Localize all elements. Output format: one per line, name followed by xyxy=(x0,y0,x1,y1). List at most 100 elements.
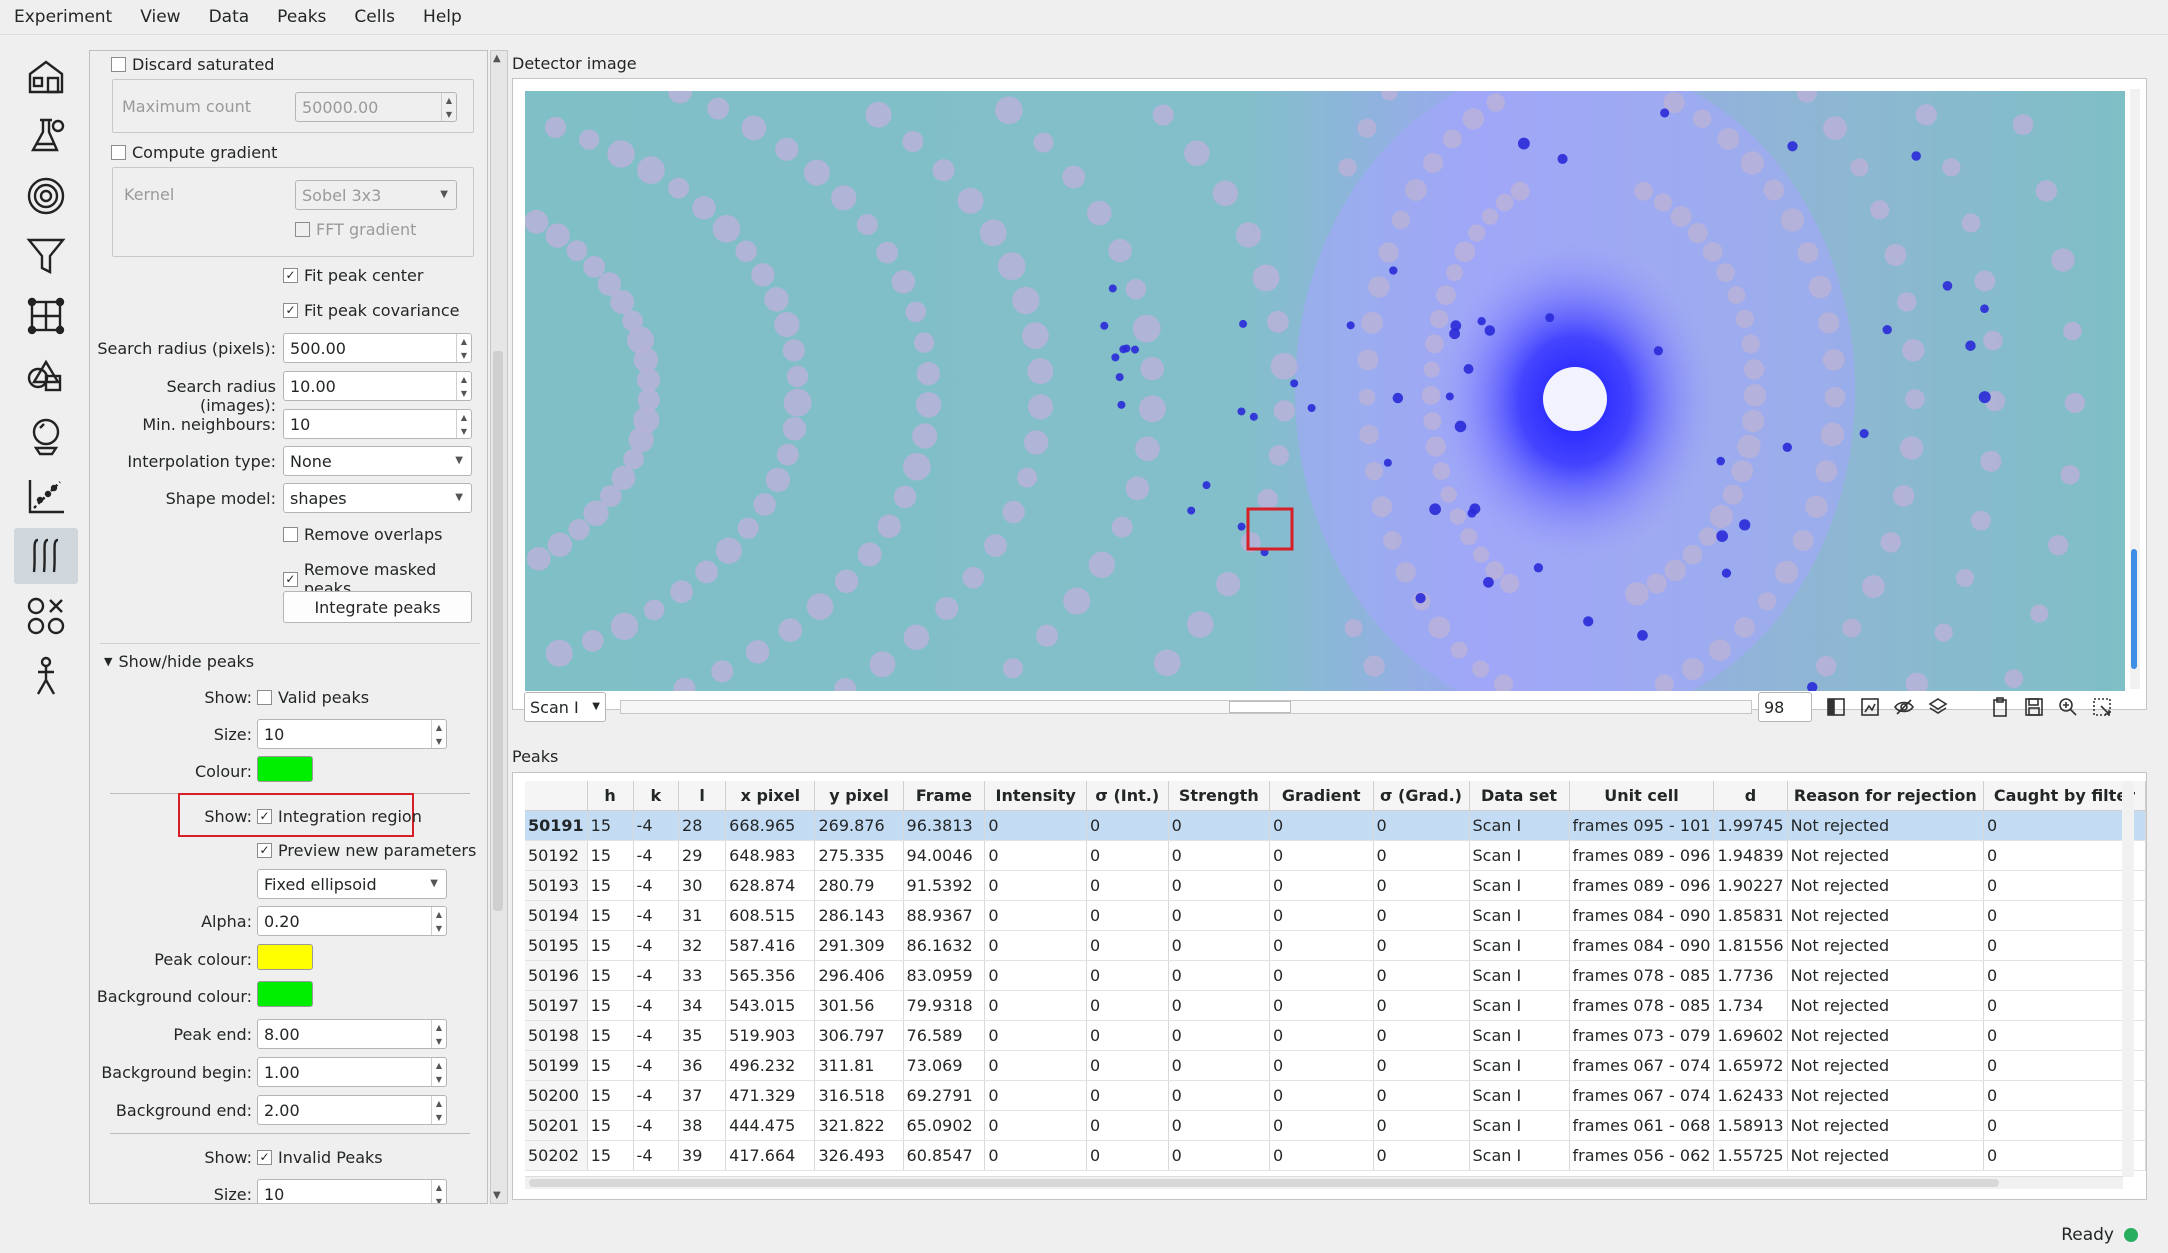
table-cell[interactable]: 91.5392 xyxy=(903,870,986,901)
table-cell[interactable]: 1.99745 xyxy=(1713,810,1788,841)
table-cell[interactable]: 306.797 xyxy=(814,1020,904,1051)
row-id[interactable]: 50194 xyxy=(525,900,588,931)
slider-handle[interactable] xyxy=(1229,701,1291,713)
toggle-image-view-button[interactable] xyxy=(1856,694,1884,720)
spin-arrows[interactable]: ▲ ▼ xyxy=(456,410,471,438)
table-cell[interactable]: 0 xyxy=(984,960,1087,991)
table-cell[interactable]: Scan I xyxy=(1469,1110,1570,1141)
spin-arrows[interactable]: ▲ ▼ xyxy=(431,907,446,935)
table-cell[interactable]: 73.069 xyxy=(903,1050,986,1081)
table-cell[interactable]: 65.0902 xyxy=(903,1110,986,1141)
table-cell[interactable]: 15 xyxy=(587,1080,634,1111)
row-id[interactable]: 50191 xyxy=(525,810,588,841)
row-id[interactable]: 50198 xyxy=(525,1020,588,1051)
search-radius-px-input[interactable]: 500.00 ▲ ▼ xyxy=(283,333,472,363)
table-cell[interactable]: Not rejected xyxy=(1787,1050,1984,1081)
table-cell[interactable]: 15 xyxy=(587,930,634,961)
row-id[interactable]: 50201 xyxy=(525,1110,588,1141)
zoom-button[interactable] xyxy=(2054,694,2082,720)
table-cell[interactable]: -4 xyxy=(633,840,680,871)
table-cell[interactable]: 0 xyxy=(1983,900,2147,931)
table-cell[interactable]: -4 xyxy=(633,1080,680,1111)
tool-indexer[interactable] xyxy=(14,288,78,344)
invalid-peaks-checkbox[interactable]: ✓ Invalid Peaks xyxy=(257,1148,383,1167)
table-cell[interactable]: 0 xyxy=(1269,1080,1374,1111)
toggle-left-view-button[interactable] xyxy=(1822,694,1850,720)
fit-peak-covariance-checkbox[interactable]: ✓ Fit peak covariance xyxy=(283,301,459,320)
kernel-select[interactable]: Sobel 3x3 ▼ xyxy=(295,180,457,210)
column-header[interactable]: h xyxy=(587,781,634,811)
scan-select[interactable]: Scan I ▼ xyxy=(524,692,606,722)
table-cell[interactable]: 565.356 xyxy=(725,960,816,991)
table-cell[interactable]: 0 xyxy=(1983,810,2147,841)
table-cell[interactable]: 28 xyxy=(678,810,727,841)
save-button[interactable] xyxy=(2020,694,2048,720)
tool-shapes[interactable] xyxy=(14,348,78,404)
table-cell[interactable]: 0 xyxy=(984,900,1087,931)
table-cell[interactable]: 15 xyxy=(587,1140,634,1171)
table-cell[interactable]: 0 xyxy=(1983,1050,2147,1081)
table-cell[interactable]: 0 xyxy=(1168,1080,1271,1111)
table-cell[interactable]: 0 xyxy=(984,870,1087,901)
table-cell[interactable]: 0 xyxy=(1168,1110,1271,1141)
table-cell[interactable]: 94.0046 xyxy=(903,840,986,871)
table-row[interactable]: 50194 15 -4 31 608.515 286.143 88.9367 0 0 0 0 0 Sca… xyxy=(525,900,2147,931)
table-cell[interactable]: 0 xyxy=(1168,900,1271,931)
table-cell[interactable]: 0 xyxy=(1168,1050,1271,1081)
showhide-header[interactable]: ▼ Show/hide peaks xyxy=(104,652,254,671)
table-cell[interactable]: 0 xyxy=(1086,1020,1169,1051)
spin-arrows[interactable]: ▲ ▼ xyxy=(431,1096,446,1124)
peak-colour-swatch[interactable] xyxy=(257,944,313,970)
table-cell[interactable]: 0 xyxy=(1086,1110,1169,1141)
table-cell[interactable]: -4 xyxy=(633,810,680,841)
table-cell[interactable]: 0 xyxy=(1269,960,1374,991)
table-row[interactable]: 50196 15 -4 33 565.356 296.406 83.0959 0 0 0 0 0 Sca… xyxy=(525,960,2147,991)
table-cell[interactable]: 0 xyxy=(1168,990,1271,1021)
table-cell[interactable]: 1.85831 xyxy=(1713,900,1788,931)
valid-size-input[interactable]: 10 ▲ ▼ xyxy=(257,719,447,749)
tool-refiner[interactable] xyxy=(14,468,78,524)
table-cell[interactable]: frames 067 - 074 xyxy=(1569,1080,1715,1111)
table-cell[interactable]: 0 xyxy=(1269,840,1374,871)
table-cell[interactable]: 60.8547 xyxy=(903,1140,986,1171)
table-cell[interactable]: 0 xyxy=(1983,1080,2147,1111)
table-cell[interactable]: Scan I xyxy=(1469,840,1570,871)
table-cell[interactable]: 0 xyxy=(984,1110,1087,1141)
table-cell[interactable]: -4 xyxy=(633,900,680,931)
table-cell[interactable]: 1.81556 xyxy=(1713,930,1788,961)
table-cell[interactable]: frames 078 - 085 xyxy=(1569,990,1715,1021)
table-cell[interactable]: Scan I xyxy=(1469,1080,1570,1111)
check-icon[interactable]: ✓ xyxy=(283,303,298,318)
table-cell[interactable]: 15 xyxy=(587,900,634,931)
table-cell[interactable]: 0 xyxy=(984,1080,1087,1111)
table-cell[interactable]: 1.62433 xyxy=(1713,1080,1788,1111)
table-cell[interactable]: 83.0959 xyxy=(903,960,986,991)
table-cell[interactable]: 96.3813 xyxy=(903,810,986,841)
table-cell[interactable]: 38 xyxy=(678,1110,727,1141)
spin-arrows[interactable]: ▲ ▼ xyxy=(456,334,471,362)
table-cell[interactable]: -4 xyxy=(633,1110,680,1141)
fft-gradient-checkbox[interactable]: FFT gradient xyxy=(295,220,416,239)
table-cell[interactable]: 15 xyxy=(587,1020,634,1051)
table-cell[interactable]: 321.822 xyxy=(814,1110,904,1141)
table-cell[interactable]: Not rejected xyxy=(1787,810,1984,841)
table-cell[interactable]: 316.518 xyxy=(814,1080,904,1111)
table-row[interactable]: 50201 15 -4 38 444.475 321.822 65.0902 0 0 0 0 0 Sca… xyxy=(525,1110,2147,1141)
table-cell[interactable]: frames 078 - 085 xyxy=(1569,960,1715,991)
table-row[interactable]: 50199 15 -4 36 496.232 311.81 73.069 0 0 0 0 0 Scan … xyxy=(525,1050,2147,1081)
table-cell[interactable]: 0 xyxy=(1269,1140,1374,1171)
bg-end-input[interactable]: 2.00 ▲ ▼ xyxy=(257,1095,447,1125)
spin-arrows[interactable]: ▲ ▼ xyxy=(431,1020,446,1048)
table-cell[interactable]: Scan I xyxy=(1469,810,1570,841)
table-cell[interactable]: 32 xyxy=(678,930,727,961)
spin-arrows[interactable]: ▲ ▼ xyxy=(431,1180,446,1203)
frame-spinbox[interactable]: 98 xyxy=(1758,692,1812,722)
table-cell[interactable]: 0 xyxy=(984,1020,1087,1051)
table-cell[interactable]: 1.734 xyxy=(1713,990,1788,1021)
table-cell[interactable]: 0 xyxy=(1373,840,1470,871)
toggle-visibility-button[interactable] xyxy=(1890,694,1918,720)
column-header[interactable]: l xyxy=(678,781,727,811)
table-cell[interactable]: 0 xyxy=(1373,1050,1470,1081)
table-cell[interactable]: Not rejected xyxy=(1787,1080,1984,1111)
row-id[interactable]: 50196 xyxy=(525,960,588,991)
